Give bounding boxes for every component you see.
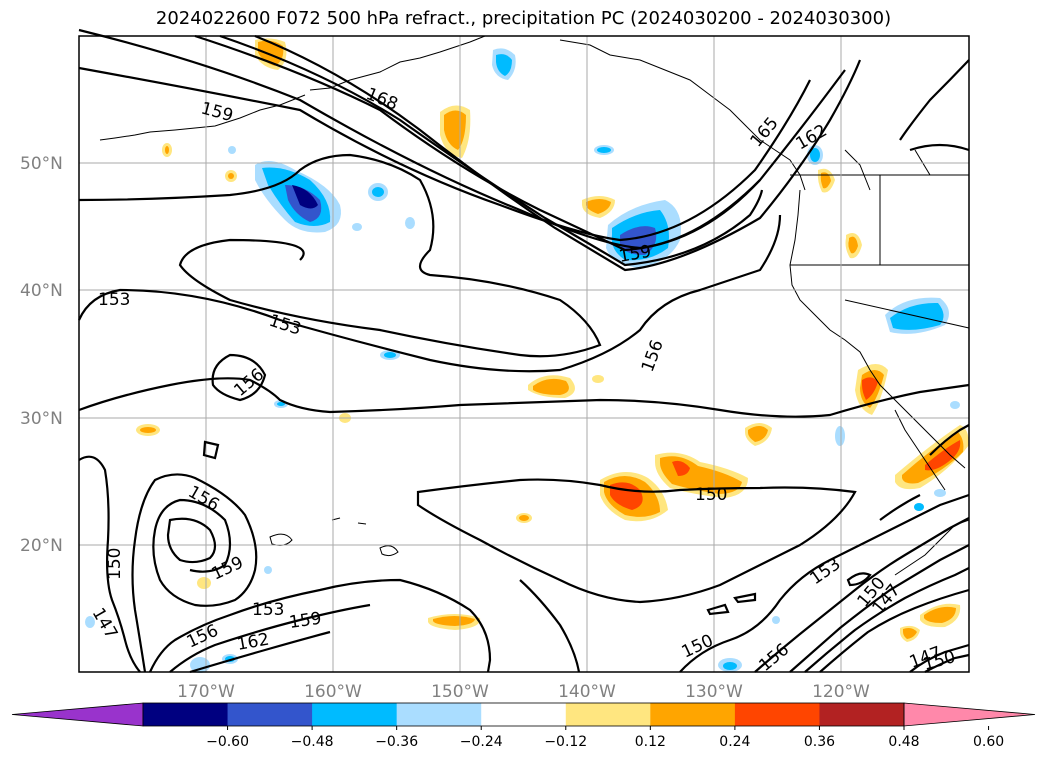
contour-label: 150 [105, 548, 125, 580]
lon-label-130w: 130°W [685, 682, 743, 702]
lon-label-120w: 120°W [812, 682, 870, 702]
colorbar-outline [142, 702, 905, 727]
colorbar-tick-label: 0.24 [719, 734, 750, 750]
map-frame [78, 35, 970, 673]
lat-label-40n: 40°N [20, 281, 63, 301]
latitude-labels: 50°N 40°N 30°N 20°N [20, 154, 63, 556]
contour-label: 159 [288, 609, 323, 633]
graticule [79, 36, 969, 672]
coastlines [99, 35, 970, 576]
colorbar-extend-max [903, 702, 1036, 727]
colorbar-segment [481, 703, 567, 726]
lon-label-170w: 170°W [177, 682, 235, 702]
lat-label-50n: 50°N [20, 154, 63, 174]
colorbar-tick-label: 0.48 [888, 734, 919, 750]
contour-label: 150 [695, 485, 727, 505]
colorbar-segment [734, 703, 820, 726]
lat-label-20n: 20°N [20, 536, 63, 556]
colorbar-extend-min [11, 702, 144, 727]
colorbar-segment [650, 703, 736, 726]
lon-label-150w: 150°W [431, 682, 489, 702]
colorbar-tick-label: 0.60 [973, 734, 1004, 750]
colorbar-tick-label: 0.36 [804, 734, 835, 750]
colorbar-tick-label: −0.60 [206, 734, 249, 750]
contour-label: 153 [98, 290, 130, 310]
colorbar-segment [312, 703, 398, 726]
contour-label: 153 [252, 600, 284, 620]
colorbar-segment [143, 703, 229, 726]
colorbar-tick-label: −0.36 [375, 734, 418, 750]
colorbar-segment [227, 703, 313, 726]
colorbar-segment [819, 703, 905, 726]
colorbar-tick-label: 0.12 [635, 734, 666, 750]
colorbar-segment [565, 703, 651, 726]
figure-title: 2024022600 F072 500 hPa refract., precip… [155, 8, 892, 29]
colorbar: −0.60 −0.48 −0.36 −0.24 −0.12 0.12 0.24 0.36 0.4… [11, 702, 1036, 750]
colorbar-tick-label: −0.48 [291, 734, 334, 750]
longitude-labels: 170°W 160°W 150°W 140°W 130°W 120°W [177, 682, 870, 702]
lon-label-160w: 160°W [304, 682, 362, 702]
lat-label-30n: 30°N [20, 409, 63, 429]
colorbar-segment [396, 703, 482, 726]
colorbar-tick-label: −0.24 [460, 734, 503, 750]
refractivity-contours [77, 28, 970, 674]
lon-label-140w: 140°W [558, 682, 616, 702]
colorbar-tick-label: −0.12 [544, 734, 587, 750]
